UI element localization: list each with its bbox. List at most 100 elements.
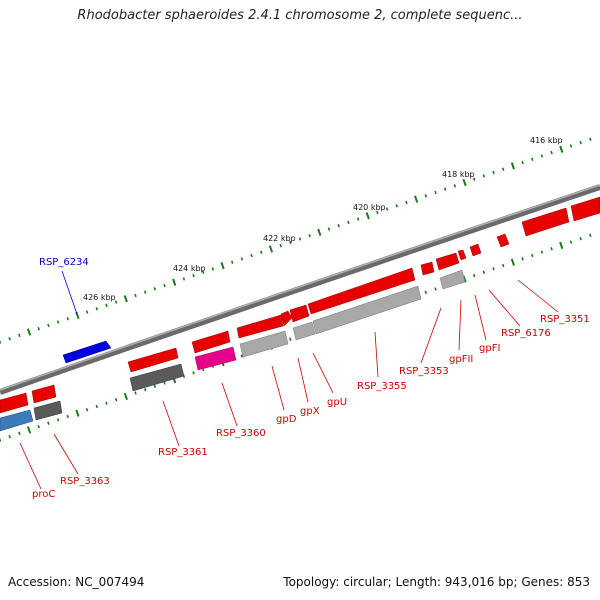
- tick-mark: [18, 333, 21, 338]
- tick-mark: [472, 273, 476, 278]
- tick-mark: [501, 167, 505, 171]
- tick-label-422kbp: 422 kbp: [263, 234, 296, 243]
- tick-mark: [66, 317, 69, 321]
- tick-mark: [56, 418, 60, 422]
- outer-tick-ring: [0, 137, 592, 344]
- gene-feature[interactable]: [0, 392, 29, 414]
- tick-mark: [414, 195, 419, 203]
- gene-label-gpfii[interactable]: gpFII: [449, 354, 473, 365]
- tick-mark: [550, 150, 553, 155]
- gene-feature[interactable]: [129, 363, 185, 392]
- tick-mark: [56, 320, 60, 324]
- gene-feature[interactable]: [312, 285, 422, 335]
- tick-mark: [424, 290, 428, 295]
- gene-feature[interactable]: [521, 207, 570, 237]
- gene-feature[interactable]: [0, 409, 34, 432]
- tick-mark: [347, 220, 350, 225]
- tick-mark: [559, 145, 564, 153]
- tick-mark: [8, 337, 11, 341]
- tick-mark: [521, 160, 524, 165]
- tick-mark: [424, 194, 428, 198]
- tick-mark: [105, 401, 108, 405]
- tick-mark: [66, 414, 69, 419]
- tick-mark: [569, 144, 573, 148]
- tick-mark: [337, 224, 340, 228]
- gene-label-rsp-3353[interactable]: RSP_3353: [399, 366, 449, 377]
- gene-label-gpd[interactable]: gpD: [276, 414, 297, 425]
- tick-mark: [95, 307, 99, 311]
- gene-feature[interactable]: [496, 233, 510, 248]
- tick-mark: [182, 277, 186, 281]
- gene-feature[interactable]: [469, 243, 482, 257]
- gene-label-gpu[interactable]: gpU: [327, 397, 347, 408]
- tick-mark: [211, 267, 215, 271]
- tick-mark: [365, 212, 370, 220]
- tick-mark: [579, 237, 582, 241]
- gene-label-rsp-6234[interactable]: RSP_6234: [39, 257, 89, 268]
- tick-label-420kbp: 420 kbp: [353, 203, 386, 212]
- tick-mark: [501, 263, 505, 268]
- tick-mark: [123, 295, 128, 303]
- tick-mark: [85, 408, 89, 412]
- gene-feature[interactable]: [194, 346, 237, 371]
- tick-mark: [559, 241, 564, 250]
- tick-mark: [308, 234, 311, 238]
- gene-feature[interactable]: [435, 252, 460, 271]
- tick-mark: [37, 327, 40, 331]
- tick-mark: [279, 243, 282, 248]
- tick-mark: [201, 270, 205, 274]
- gene-feature[interactable]: [289, 304, 310, 323]
- gene-feature[interactable]: [127, 347, 179, 373]
- gene-feature[interactable]: [457, 249, 467, 261]
- tick-mark: [569, 240, 573, 244]
- tick-mark: [472, 177, 476, 181]
- label-leaders: [19, 270, 559, 490]
- tick-mark: [250, 253, 253, 258]
- gene-feature[interactable]: [570, 196, 600, 222]
- tick-mark: [240, 354, 244, 358]
- tick-mark: [589, 233, 592, 238]
- gene-label-rsp-3351[interactable]: RSP_3351: [540, 314, 590, 325]
- gene-feature[interactable]: [420, 261, 435, 276]
- tick-mark: [220, 261, 225, 270]
- tick-mark: [589, 137, 592, 141]
- gene-label-rsp-6176[interactable]: RSP_6176: [501, 328, 551, 339]
- tick-mark: [482, 174, 486, 178]
- gene-label-rsp-3361[interactable]: RSP_3361: [158, 447, 208, 458]
- tick-mark: [327, 227, 331, 231]
- gene-feature[interactable]: [307, 267, 416, 315]
- tick-mark: [531, 157, 534, 161]
- tick-mark: [114, 398, 118, 402]
- gene-label-gpfi[interactable]: gpFI: [479, 343, 500, 354]
- tick-mark: [289, 337, 292, 342]
- tick-label-418kbp: 418 kbp: [442, 170, 475, 179]
- gene-feature[interactable]: [31, 384, 57, 404]
- gene-feature[interactable]: [239, 330, 289, 358]
- gene-label-gpx[interactable]: gpX: [300, 406, 320, 417]
- gene-label-proc[interactable]: proC: [32, 489, 55, 500]
- gene-feature[interactable]: [33, 400, 63, 421]
- gene-feature[interactable]: [236, 314, 284, 339]
- tick-mark: [153, 384, 157, 388]
- gene-rsp-6234[interactable]: [62, 340, 112, 364]
- gene-feature[interactable]: [191, 330, 231, 354]
- tick-mark: [37, 424, 40, 429]
- tick-mark: [298, 237, 302, 241]
- map-title: Rhodobacter sphaeroides 2.4.1 chromosome…: [77, 8, 523, 23]
- gene-label-rsp-3360[interactable]: RSP_3360: [216, 428, 266, 439]
- tick-mark: [143, 388, 147, 392]
- tick-mark: [579, 140, 582, 145]
- gene-label-rsp-3363[interactable]: RSP_3363: [60, 476, 110, 487]
- tick-mark: [521, 257, 524, 261]
- tick-mark: [192, 371, 195, 375]
- tick-mark: [405, 200, 408, 205]
- tick-mark: [231, 260, 234, 264]
- tick-mark: [26, 426, 32, 434]
- gene-feature[interactable]: [292, 321, 316, 341]
- tick-mark: [531, 253, 534, 258]
- gene-features: [0, 196, 600, 414]
- gene-label-rsp-3355[interactable]: RSP_3355: [357, 381, 407, 392]
- tick-mark: [240, 257, 244, 261]
- gene-feature[interactable]: [439, 269, 466, 290]
- tick-mark: [18, 431, 21, 435]
